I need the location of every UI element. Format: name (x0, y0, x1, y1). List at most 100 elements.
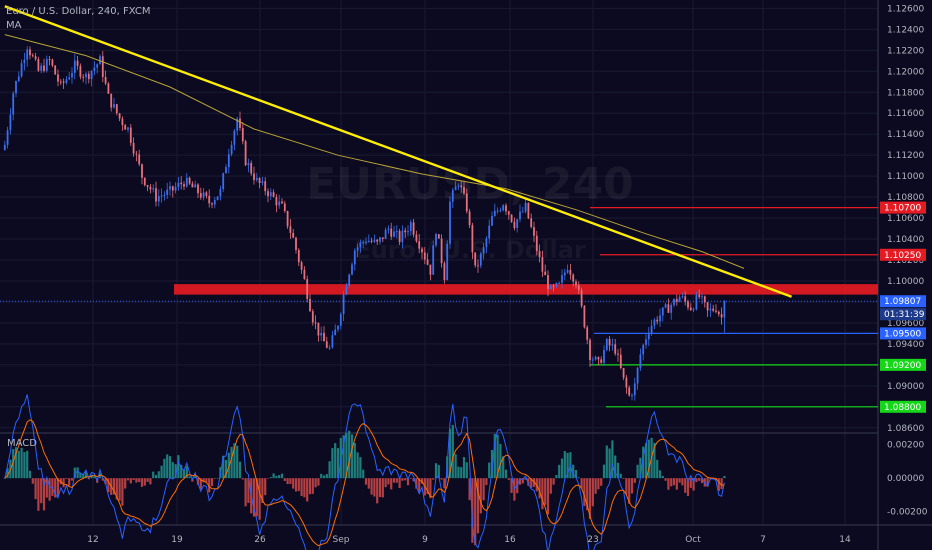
candle-body (68, 77, 71, 80)
candle-body (547, 275, 549, 290)
level-tag-resistance[interactable]: 1.10250 (884, 251, 921, 261)
current-price-tag-bg[interactable] (880, 295, 926, 308)
level-tag-support-bg[interactable] (880, 400, 926, 413)
macd-histogram-bar (121, 478, 124, 506)
trendline[interactable] (4, 5, 793, 298)
level-tag-resistance[interactable]: 1.10700 (884, 204, 921, 214)
candle-body (485, 238, 488, 248)
level-tag-current-bg[interactable] (880, 327, 926, 340)
time-tick-label[interactable]: 16 (504, 535, 516, 545)
macd-histogram-bar (163, 458, 166, 479)
candle-body (706, 302, 709, 311)
macd-histogram-bar (560, 458, 564, 479)
candle-body (513, 221, 516, 228)
descending-trendline[interactable] (4, 5, 793, 298)
macd-histogram-bar (230, 446, 233, 479)
price-axis[interactable]: 1.12600 1.12400 1.12200 1.12000 1.11800 1.116… (880, 4, 928, 518)
level-tag-support[interactable]: 1.09200 (884, 361, 921, 371)
candle-body (345, 285, 348, 295)
macd-histogram-bar (538, 478, 541, 499)
candle-body (398, 231, 401, 243)
macd-line (4, 394, 725, 550)
macd-histogram-bar (311, 478, 314, 494)
chart-header: Euro / U.S. Dollar, 240, FXCM MA (6, 6, 151, 31)
candle-body (454, 186, 457, 191)
price-tick-label: 1.12400 (887, 25, 924, 35)
level-tag-support-bg[interactable] (880, 358, 926, 371)
candle-body (20, 63, 23, 77)
macd-histogram-bar (658, 470, 662, 479)
candle-body (169, 186, 171, 190)
macd-label: MACD (7, 438, 37, 449)
macd-histogram-bar (630, 478, 634, 494)
horizontal-levels[interactable] (0, 206, 878, 408)
macd-histogram-bar (261, 478, 264, 503)
time-axis[interactable]: 12 19 26 Sep 9 16 23 Oct 7 14 (87, 535, 851, 545)
time-tick-label[interactable]: 7 (760, 535, 766, 545)
macd-histogram-bar (465, 462, 468, 479)
candle-body (661, 307, 664, 316)
candle-body (678, 296, 681, 302)
candle-body (463, 187, 465, 194)
candle-body (152, 188, 155, 190)
candle-body (457, 185, 460, 187)
macd-histogram-bar (236, 445, 239, 479)
macd-histogram-bar (588, 478, 592, 519)
macd-histogram-bar (208, 478, 211, 493)
candle-body (449, 201, 451, 244)
level-tag-support[interactable]: 1.08800 (884, 403, 921, 413)
time-tick-label[interactable]: 12 (87, 535, 98, 545)
candle-body (499, 210, 502, 212)
macd-histogram-bar (518, 478, 522, 485)
level-tag-resistance-bg[interactable] (880, 201, 926, 214)
candle-body (359, 242, 362, 248)
candle-body (443, 263, 446, 281)
candle-body (491, 215, 493, 226)
time-tick-label[interactable]: 9 (422, 535, 428, 545)
candle-body (653, 319, 656, 326)
price-tick-label: 1.10200 (887, 256, 924, 266)
level-tag-current[interactable]: 1.09500 (884, 329, 921, 339)
candle-body (132, 142, 135, 154)
candle-body (415, 234, 418, 242)
macd-histogram-bar (695, 478, 698, 483)
macd-histogram-bar (633, 478, 636, 483)
macd-histogram-bar (496, 434, 499, 479)
candle-body (717, 311, 720, 315)
candle-body (656, 319, 659, 322)
candle-body (261, 181, 264, 184)
candle-body (611, 344, 614, 346)
macd-histogram-bar (401, 478, 404, 481)
candle-body (289, 226, 292, 233)
level-tag-resistance-bg[interactable] (880, 248, 926, 261)
countdown-tag[interactable]: 01:31:39 (884, 310, 925, 320)
time-tick-label[interactable]: 26 (254, 535, 266, 545)
candle-body (163, 194, 166, 196)
candle-body (138, 154, 141, 165)
candle-body (370, 240, 373, 242)
macd-histogram-bar (485, 478, 488, 486)
macd-histogram-bar (429, 478, 432, 499)
countdown-tag-bg[interactable] (880, 308, 926, 321)
time-tick-label[interactable]: Oct (685, 535, 701, 545)
macd-histogram-bar (42, 478, 46, 511)
candle-body (426, 259, 429, 265)
macd-histogram-bar (476, 478, 480, 534)
candle-body (659, 315, 661, 322)
macd-histogram-bar (210, 478, 214, 487)
candle-body (236, 118, 239, 131)
time-tick-label[interactable]: 19 (171, 535, 183, 545)
macd-histogram-bar (154, 474, 158, 479)
macd-histogram-bar (79, 472, 82, 479)
support-zone-rect[interactable] (174, 284, 878, 295)
current-price-tag[interactable]: 1.09807 (884, 297, 921, 307)
macd-histogram-bar (700, 478, 704, 484)
candle-body (435, 234, 437, 246)
time-tick-label[interactable]: Sep (333, 535, 350, 545)
candle-body (141, 164, 143, 178)
macd-histogram-bar (409, 478, 412, 479)
macd-histogram-bar (45, 478, 48, 498)
time-tick-label[interactable]: 14 (839, 535, 851, 545)
time-tick-label[interactable]: 23 (587, 535, 598, 545)
